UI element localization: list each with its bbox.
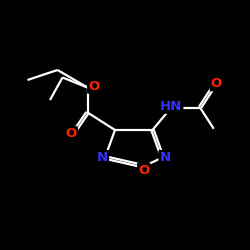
Text: O: O [210,77,222,90]
Text: N: N [97,151,108,164]
Text: HN: HN [160,100,182,113]
Text: O: O [138,164,149,176]
Text: O: O [88,80,100,93]
Text: N: N [160,151,170,164]
Text: O: O [66,127,77,140]
